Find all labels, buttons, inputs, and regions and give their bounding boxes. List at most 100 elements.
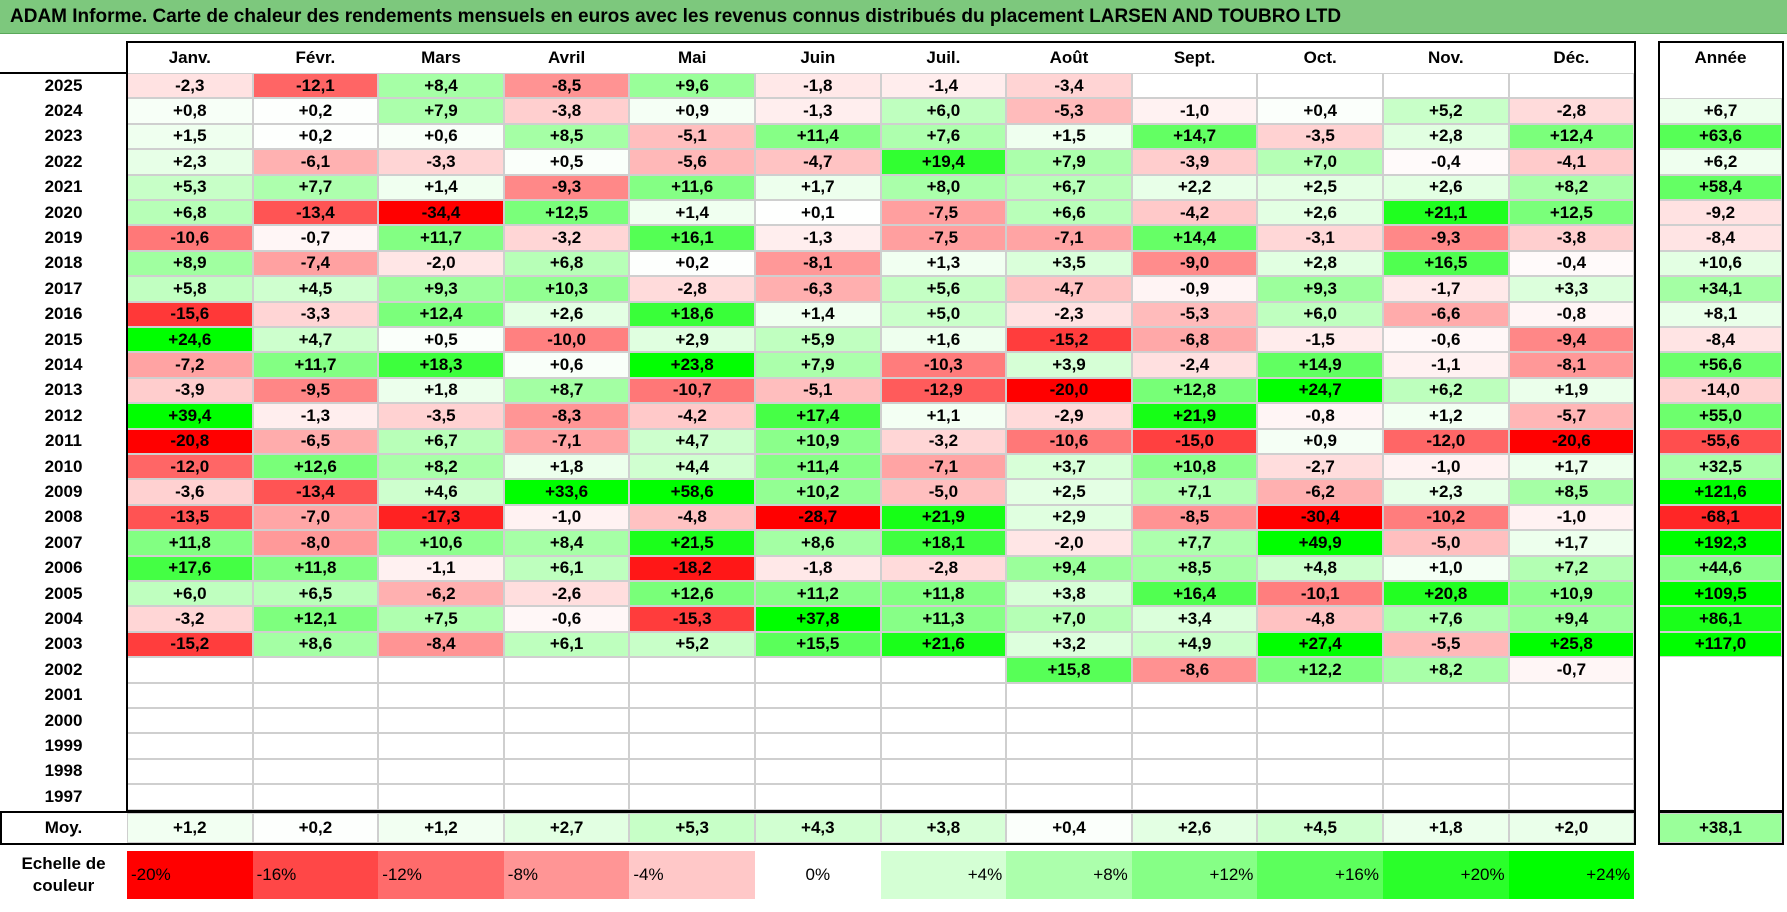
heatmap-cell: -3,1 <box>1257 225 1383 251</box>
heatmap-cell <box>1131 784 1258 810</box>
heatmap-cell: +6,7 <box>378 428 504 454</box>
color-scale-swatch: +4% <box>880 851 1007 899</box>
heatmap-cell <box>1508 733 1635 759</box>
annual-cell: +10,6 <box>1659 250 1782 277</box>
annual-cell: +44,6 <box>1659 555 1782 581</box>
heatmap-cell <box>880 682 1007 708</box>
year-label: 2011 <box>45 431 82 451</box>
heatmap-cell: +6,0 <box>880 98 1007 124</box>
year-label: 2007 <box>44 532 83 552</box>
heatmap-cell <box>127 682 253 708</box>
heatmap-cell: +0,2 <box>252 123 379 150</box>
heatmap-cell <box>503 682 630 708</box>
heatmap-cell: +2,2 <box>1131 174 1258 200</box>
heatmap-cell: +8,7 <box>503 377 630 404</box>
heatmap-cell: -4,2 <box>629 403 755 429</box>
annual-cell: -9,2 <box>1659 200 1782 226</box>
annual-cell: -55,6 <box>1659 428 1782 454</box>
heatmap-cell: -1,7 <box>1383 276 1509 302</box>
heatmap-cell: -8,4 <box>378 631 504 658</box>
average-cell: +2,0 <box>1508 812 1635 843</box>
heatmap-cell: +33,6 <box>503 479 630 505</box>
heatmap-cell: -3,8 <box>1508 225 1635 251</box>
heatmap-cell: +4,6 <box>378 479 504 505</box>
heatmap-cell: +6,2 <box>1383 377 1509 404</box>
heatmap-cell <box>1508 73 1635 99</box>
color-scale-label: Echelle de couleur <box>21 854 106 895</box>
heatmap-cell: -10,1 <box>1257 581 1383 607</box>
heatmap-cell: +12,2 <box>1257 657 1383 683</box>
heatmap-cell: -10,6 <box>1006 428 1132 454</box>
year-label: 2000 <box>44 710 83 730</box>
month-header: Juil. <box>926 48 961 67</box>
heatmap-cell: -8,5 <box>1131 504 1258 531</box>
heatmap-cell: +1,0 <box>1383 555 1509 581</box>
heatmap-cell: +9,4 <box>1508 606 1635 632</box>
heatmap-cell <box>1006 708 1132 734</box>
heatmap-cell: +8,2 <box>1383 657 1509 683</box>
heatmap-cell: +18,1 <box>880 530 1007 556</box>
year-label: 2005 <box>44 583 83 603</box>
heatmap-cell: -12,0 <box>127 454 253 480</box>
heatmap-cell <box>755 657 881 683</box>
heatmap-cell: -8,0 <box>252 530 379 556</box>
average-cell: +0,4 <box>1006 812 1132 843</box>
heatmap-cell: -0,4 <box>1508 250 1635 277</box>
year-label: 2006 <box>44 558 83 578</box>
heatmap-cell: +3,9 <box>1006 352 1132 378</box>
year-label: 1997 <box>44 786 83 806</box>
heatmap-cell: -20,0 <box>1006 377 1132 404</box>
year-label: 2020 <box>44 202 83 222</box>
month-header: Févr. <box>295 48 336 67</box>
heatmap-cell: +9,4 <box>1006 555 1132 581</box>
year-label: 2016 <box>44 304 83 324</box>
heatmap-cell <box>127 784 253 810</box>
heatmap-cell <box>755 784 881 810</box>
annual-cell: -68,1 <box>1659 504 1782 531</box>
heatmap-cell: +5,0 <box>880 301 1007 327</box>
heatmap-cell: +5,8 <box>127 276 253 302</box>
heatmap-cell: +37,8 <box>755 606 881 632</box>
heatmap-cell: +6,5 <box>252 581 379 607</box>
heatmap-cell: -7,1 <box>1006 225 1132 251</box>
heatmap-cell: +3,5 <box>1006 250 1132 277</box>
heatmap-cell: +0,5 <box>378 327 504 353</box>
heatmap-cell: +8,6 <box>252 631 379 658</box>
header-rule <box>0 72 127 74</box>
heatmap-cell <box>629 682 755 708</box>
heatmap-cell <box>880 657 1007 683</box>
annual-cell: +55,0 <box>1659 403 1782 429</box>
heatmap-cell: -5,0 <box>880 479 1007 505</box>
heatmap-cell: +6,1 <box>503 555 630 581</box>
color-scale-swatch: -4% <box>629 851 755 899</box>
annual-cell: +8,1 <box>1659 301 1782 327</box>
month-header: Oct. <box>1303 48 1337 67</box>
heatmap-cell: +7,5 <box>378 606 504 632</box>
heatmap-cell: +10,9 <box>755 428 881 454</box>
heatmap-cell: -9,0 <box>1131 250 1258 277</box>
heatmap-cell: +7,9 <box>1006 149 1132 175</box>
heatmap-cell: +7,0 <box>1006 606 1132 632</box>
heatmap-cell: +8,4 <box>378 73 504 99</box>
heatmap-cell <box>1383 758 1509 785</box>
heatmap-cell: -20,6 <box>1508 428 1635 454</box>
heatmap-cell: +23,8 <box>629 352 755 378</box>
heatmap-cell: -4,7 <box>755 149 881 175</box>
heatmap-cell: +8,9 <box>127 250 253 277</box>
average-cell: +5,3 <box>629 812 755 843</box>
heatmap-cell: -7,1 <box>503 428 630 454</box>
heatmap-cell: -3,8 <box>503 98 630 124</box>
heatmap-cell: -12,9 <box>880 377 1007 404</box>
heatmap-cell <box>1257 758 1383 785</box>
heatmap-cell: +1,7 <box>1508 530 1635 556</box>
heatmap-cell <box>1006 733 1132 759</box>
heatmap-cell: +1,8 <box>378 377 504 404</box>
heatmap-cell <box>629 708 755 734</box>
heatmap-cell: +1,4 <box>378 174 504 200</box>
year-label: 1998 <box>44 761 83 781</box>
heatmap-cell <box>252 733 379 759</box>
heatmap-cell: -15,3 <box>629 606 755 632</box>
heatmap-cell: +4,4 <box>629 454 755 480</box>
heatmap-cell: +11,7 <box>252 352 379 378</box>
average-cell: +3,8 <box>880 812 1007 843</box>
